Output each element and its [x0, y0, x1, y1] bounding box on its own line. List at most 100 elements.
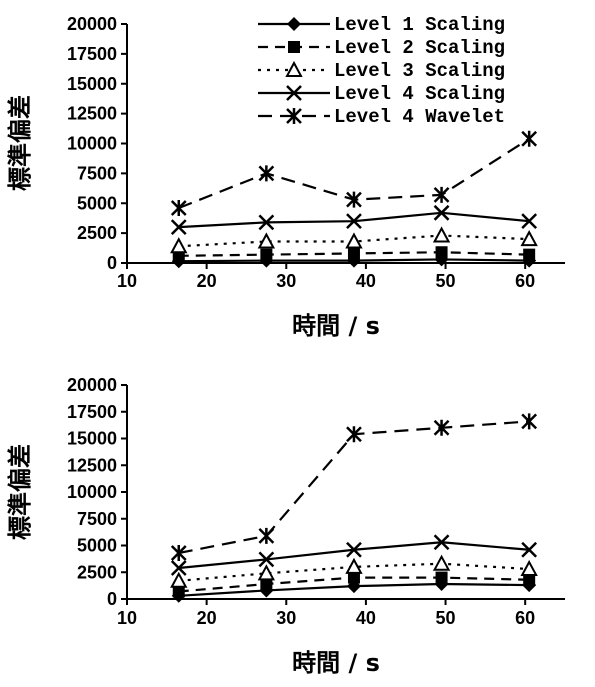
legend-item: Level 4 Scaling	[258, 83, 505, 105]
legend-marker	[286, 85, 302, 101]
data-point	[523, 248, 536, 261]
data-point	[170, 219, 187, 236]
data-point	[257, 564, 276, 581]
y-tick-label: 5000	[77, 193, 117, 213]
series-5	[170, 413, 538, 561]
data-point	[260, 248, 273, 261]
data-point	[345, 557, 363, 574]
legend-label: Level 2 Scaling	[334, 37, 505, 59]
data-point	[258, 214, 275, 231]
data-point	[520, 559, 538, 577]
y-tick-label: 12500	[67, 455, 117, 475]
x-tick-label: 40	[356, 271, 376, 291]
data-point	[434, 252, 449, 267]
data-point	[346, 213, 362, 230]
x-tick-label: 20	[197, 271, 217, 291]
y-tick-label: 10000	[67, 482, 117, 502]
series-5	[170, 130, 538, 217]
x-tick-label: 50	[436, 608, 456, 628]
data-point	[347, 571, 360, 584]
series-4	[170, 204, 538, 236]
data-point	[172, 585, 185, 598]
y-tick-label: 2500	[77, 223, 117, 243]
data-point	[432, 226, 451, 243]
x-tick-label: 50	[436, 271, 456, 291]
x-tick-label: 20	[197, 608, 217, 628]
x-tick-label: 30	[276, 608, 296, 628]
x-tick-label: 60	[515, 271, 535, 291]
data-point	[170, 544, 187, 561]
y-axis-title: 標準偏差	[6, 444, 34, 540]
y-tick-label: 5000	[77, 536, 117, 556]
data-point	[433, 534, 450, 551]
legend-label: Level 1 Scaling	[334, 14, 505, 36]
data-point	[170, 560, 187, 576]
legend-marker	[286, 108, 302, 124]
y-tick-label: 17500	[67, 402, 117, 422]
y-axis-title: 標準偏差	[6, 95, 34, 191]
data-point	[346, 426, 362, 443]
data-point	[521, 541, 538, 558]
x-axis-title: 時間 / s	[292, 312, 380, 340]
legend-item: Level 3 Scaling	[258, 60, 505, 82]
legend-label: Level 3 Scaling	[334, 60, 505, 82]
x-tick-label: 30	[276, 271, 296, 291]
data-point	[258, 551, 275, 568]
data-point	[523, 573, 536, 586]
x-tick-label: 60	[515, 608, 535, 628]
series-3	[170, 226, 538, 254]
y-tick-label: 15000	[67, 429, 117, 449]
data-point	[521, 213, 538, 230]
data-point	[520, 229, 538, 247]
data-point	[433, 186, 450, 203]
data-point	[170, 571, 188, 588]
legend-label: Level 4 Scaling	[334, 83, 505, 105]
y-tick-label: 20000	[67, 375, 117, 395]
y-tick-label: 0	[107, 253, 117, 273]
x-tick-label: 40	[356, 608, 376, 628]
x-tick-label: 10	[117, 271, 137, 291]
data-point	[345, 232, 363, 249]
y-tick-label: 2500	[77, 562, 117, 582]
chart-2: 0 2500 5000 7500 10000 12500 15000 17500 20000 10…	[6, 375, 565, 677]
data-point	[260, 578, 273, 591]
data-point	[521, 413, 538, 430]
chart-1: 0 2500 5000 7500 10000 12500 15000 17500 20000 10…	[6, 14, 565, 340]
data-point	[435, 246, 448, 259]
series-3	[170, 554, 538, 588]
y-tick-label: 17500	[67, 44, 117, 64]
legend-marker	[288, 41, 300, 53]
y-tick-label: 7500	[77, 163, 117, 183]
series-4	[170, 534, 538, 576]
data-point	[433, 419, 450, 436]
legend-item: Level 2 Scaling	[258, 37, 505, 59]
data-point	[257, 232, 276, 249]
legend-item: Level 1 Scaling	[258, 14, 505, 36]
data-point	[258, 165, 275, 182]
legend-marker	[285, 60, 303, 77]
y-tick-label: 0	[107, 589, 117, 609]
y-tick-label: 15000	[67, 74, 117, 94]
data-point	[521, 130, 538, 147]
legend-marker	[287, 17, 301, 31]
data-point	[347, 247, 360, 260]
data-point	[435, 571, 448, 584]
y-tick-label: 10000	[67, 134, 117, 154]
y-tick-label: 20000	[67, 14, 117, 34]
x-axis-title: 時間 / s	[292, 649, 380, 677]
data-point	[432, 554, 451, 571]
data-point	[346, 191, 362, 208]
data-point	[433, 204, 450, 221]
data-point	[346, 541, 362, 558]
y-tick-label: 7500	[77, 509, 117, 529]
data-point	[346, 253, 361, 268]
x-tick-label: 10	[117, 608, 137, 628]
legend-label: Level 4 Wavelet	[334, 106, 505, 128]
legend-item: Level 4 Wavelet	[258, 106, 505, 128]
data-point	[170, 237, 188, 254]
y-tick-label: 12500	[67, 104, 117, 124]
data-point	[258, 527, 275, 544]
